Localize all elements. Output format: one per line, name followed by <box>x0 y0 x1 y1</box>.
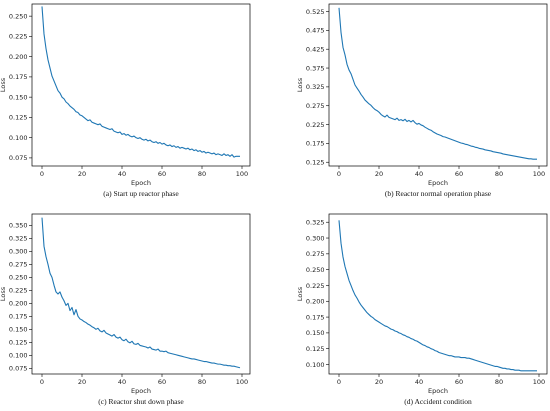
x-tick-label: 60 <box>158 170 166 178</box>
x-axis-label: Epoch <box>131 387 151 395</box>
panel-caption: (c) Reactor shut down phase <box>98 397 184 406</box>
x-tick-label: 80 <box>495 378 503 386</box>
y-tick-label: 0.200 <box>9 300 28 308</box>
y-axis-label: Loss <box>296 77 304 92</box>
panel-c: 0 20 40 60 80 100 0.075 0.100 0.125 0.150 0.175 0.2… <box>0 213 251 406</box>
y-tick-label: 0.350 <box>9 222 28 230</box>
x-tick-label: 0 <box>337 170 341 178</box>
y-tick-label: 0.250 <box>9 12 28 20</box>
y-tick-label: 0.225 <box>9 287 28 295</box>
axes-frame <box>328 213 548 375</box>
y-tick-label: 0.100 <box>9 352 28 360</box>
x-tick-label: 40 <box>415 378 423 386</box>
y-tick-label: 0.325 <box>9 235 28 243</box>
y-tick-label: 0.150 <box>9 93 28 101</box>
y-tick-label: 0.225 <box>306 121 325 129</box>
x-tick-label: 20 <box>375 170 383 178</box>
y-axis-label: Loss <box>296 286 304 301</box>
y-tick-label: 0.250 <box>306 266 325 274</box>
y-tick-label: 0.175 <box>9 73 28 81</box>
x-tick-label: 100 <box>236 170 248 178</box>
y-tick-label: 0.100 <box>306 361 325 369</box>
panel-b: 0 20 40 60 80 100 0.125 0.175 0.225 0.275 0.325 0.3… <box>296 3 548 198</box>
loss-series-line <box>338 7 537 160</box>
x-tick-label: 0 <box>40 378 44 386</box>
axes-frame <box>31 213 251 375</box>
x-tick-label: 20 <box>78 170 86 178</box>
y-tick-label: 0.275 <box>306 250 325 258</box>
y-tick-label: 0.100 <box>9 134 28 142</box>
y-tick-label: 0.300 <box>9 248 28 256</box>
axes-frame <box>328 3 548 167</box>
y-tick-label: 0.175 <box>306 313 325 321</box>
y-tick-label: 0.125 <box>9 114 28 122</box>
y-tick-label: 0.075 <box>9 365 28 373</box>
x-tick-label: 40 <box>118 170 126 178</box>
y-tick-label: 0.425 <box>306 46 325 54</box>
x-axis-label: Epoch <box>131 179 151 187</box>
x-axis-label: Epoch <box>428 387 448 395</box>
axes-frame <box>31 3 251 167</box>
y-tick-label: 0.525 <box>306 8 325 16</box>
panel-a: 0 20 40 60 80 100 0.075 0.100 0.125 0.150 0.175 0.2… <box>0 3 251 198</box>
y-tick-label: 0.200 <box>306 298 325 306</box>
loss-series-line <box>41 217 241 369</box>
y-tick-label: 0.225 <box>306 282 325 290</box>
panel-d: 0 20 40 60 80 100 0.100 0.125 0.150 0.175 0.200 0.2… <box>296 213 548 406</box>
x-tick-label: 40 <box>118 378 126 386</box>
panel-caption: (b) Reactor normal operation phase <box>385 189 492 198</box>
x-tick-label: 60 <box>455 170 463 178</box>
x-tick-label: 20 <box>78 378 86 386</box>
x-tick-label: 80 <box>495 170 503 178</box>
x-tick-label: 0 <box>337 378 341 386</box>
y-tick-label: 0.275 <box>9 261 28 269</box>
y-tick-label: 0.200 <box>9 53 28 61</box>
x-tick-label: 80 <box>198 378 206 386</box>
panel-caption: (d) Accident condition <box>404 397 472 406</box>
y-tick-label: 0.325 <box>306 83 325 91</box>
y-tick-label: 0.225 <box>9 33 28 41</box>
y-axis-label: Loss <box>0 286 7 301</box>
y-tick-label: 0.175 <box>9 313 28 321</box>
y-tick-label: 0.125 <box>306 345 325 353</box>
x-axis-label: Epoch <box>428 179 448 187</box>
x-tick-label: 80 <box>198 170 206 178</box>
y-tick-label: 0.075 <box>9 154 28 162</box>
x-tick-label: 60 <box>455 378 463 386</box>
x-tick-label: 100 <box>533 378 545 386</box>
y-tick-label: 0.175 <box>306 140 325 148</box>
x-tick-label: 40 <box>415 170 423 178</box>
y-tick-label: 0.250 <box>9 274 28 282</box>
y-tick-label: 0.325 <box>306 219 325 227</box>
x-tick-label: 0 <box>40 170 44 178</box>
loss-series-line <box>41 6 240 158</box>
y-tick-label: 0.275 <box>306 102 325 110</box>
x-tick-label: 100 <box>236 378 248 386</box>
loss-series-line <box>338 220 537 372</box>
y-axis-label: Loss <box>0 77 7 92</box>
y-tick-label: 0.150 <box>9 326 28 334</box>
y-tick-label: 0.375 <box>306 64 325 72</box>
y-tick-label: 0.125 <box>306 159 325 167</box>
y-tick-label: 0.475 <box>306 27 325 35</box>
y-tick-label: 0.150 <box>306 329 325 337</box>
x-tick-label: 100 <box>533 170 545 178</box>
y-tick-label: 0.125 <box>9 339 28 347</box>
x-tick-label: 60 <box>158 378 166 386</box>
panel-caption: (a) Start up reactor phase <box>103 189 179 198</box>
x-tick-label: 20 <box>375 378 383 386</box>
y-tick-label: 0.300 <box>306 234 325 242</box>
